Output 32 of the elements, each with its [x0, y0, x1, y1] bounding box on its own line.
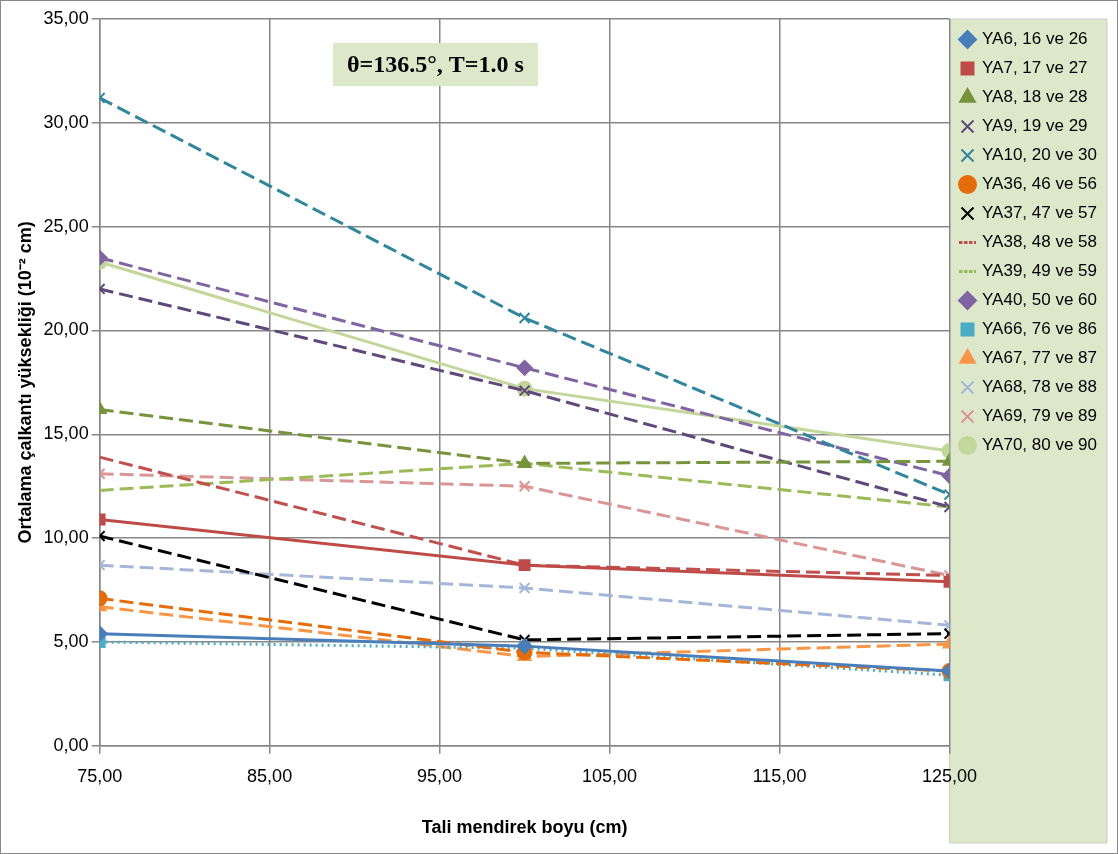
y-tick-label: 25,00 — [43, 215, 89, 236]
legend-label: YA66, 76 ve 86 — [982, 319, 1098, 339]
legend-label: YA9, 19 ve 29 — [982, 116, 1088, 136]
x-tick-label: 95,00 — [417, 765, 463, 786]
x-tick-label: 85,00 — [247, 765, 293, 786]
y-axis-title: Ortalama çalkantı yüksekliği (10⁻² cm) — [14, 221, 35, 544]
legend-label: YA38, 48 ve 58 — [982, 232, 1098, 252]
legend-label: YA7, 17 ve 27 — [982, 58, 1088, 78]
x-tick-label: 105,00 — [582, 765, 638, 786]
legend-label: YA6, 16 ve 26 — [982, 29, 1088, 49]
y-tick-label: 10,00 — [43, 527, 89, 548]
legend-label: YA40, 50 ve 60 — [982, 290, 1098, 310]
y-tick-label: 35,00 — [43, 7, 89, 28]
legend-label: YA67, 77 ve 87 — [982, 348, 1098, 368]
y-tick-label: 20,00 — [43, 319, 89, 340]
legend-label: YA37, 47 ve 57 — [982, 203, 1098, 223]
y-tick-label: 5,00 — [53, 630, 89, 651]
y-tick-label: 30,00 — [43, 111, 89, 132]
legend-label: YA68, 78 ve 88 — [982, 377, 1098, 397]
x-axis-title: Tali mendirek boyu (cm) — [421, 817, 628, 838]
x-tick-label: 125,00 — [921, 765, 978, 786]
y-tick-label: 0,00 — [53, 734, 89, 755]
x-tick-label: 115,00 — [752, 765, 807, 786]
legend-label: YA39, 49 ve 59 — [982, 261, 1098, 281]
text: θ=136.5°, T=1.0 s — [333, 43, 538, 86]
legend-label: YA36, 46 ve 56 — [982, 174, 1098, 194]
legend-label: YA69, 79 ve 89 — [982, 406, 1098, 426]
legend-label: YA10, 20 ve 30 — [982, 145, 1098, 165]
legend-label: YA8, 18 ve 28 — [982, 87, 1088, 107]
y-tick-label: 15,00 — [43, 423, 89, 444]
x-tick-label: 75,00 — [77, 765, 123, 786]
legend-label: YA70, 80 ve 90 — [982, 435, 1098, 455]
